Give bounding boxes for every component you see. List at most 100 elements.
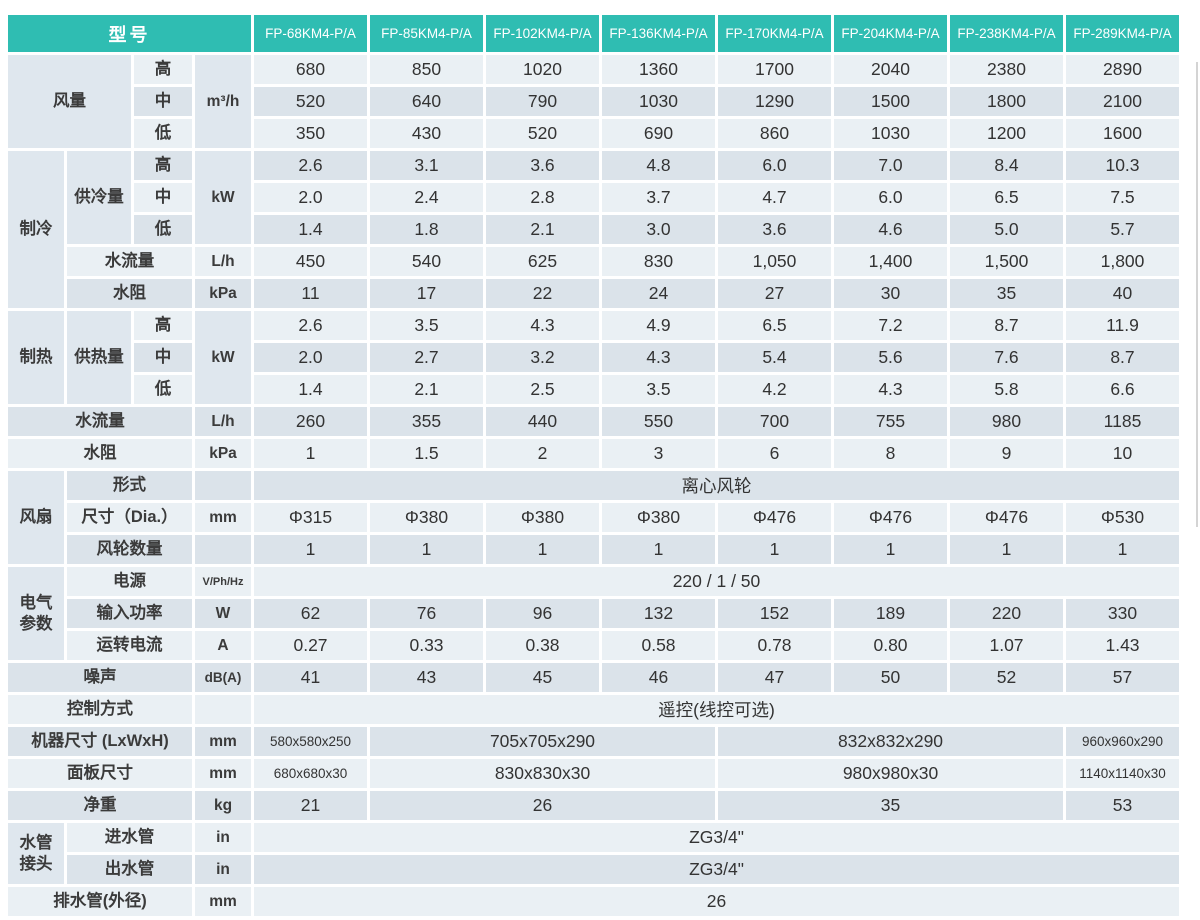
value-cell: 0.38: [486, 631, 599, 660]
row-label-cell: 电源: [67, 567, 192, 596]
value-cell: 26: [254, 887, 1179, 916]
value-cell: 5.0: [950, 215, 1063, 244]
value-cell: 1,500: [950, 247, 1063, 276]
value-cell: Φ380: [370, 503, 483, 532]
unit-cell: mm: [195, 727, 251, 756]
unit-cell: [195, 471, 251, 500]
row-label-cell: 水阻: [67, 279, 192, 308]
unit-cell: mm: [195, 503, 251, 532]
value-cell: 2.1: [370, 375, 483, 404]
unit-cell: mm: [195, 759, 251, 788]
value-cell: 520: [254, 87, 367, 116]
unit-cell: kW: [195, 311, 251, 404]
value-cell: 625: [486, 247, 599, 276]
table-row: 面板尺寸 mm 680x680x30 830x830x30 980x980x30 1140…: [8, 759, 1179, 788]
value-cell: 1,400: [834, 247, 947, 276]
group-label-cell: 风扇: [8, 471, 64, 564]
value-cell: 1: [718, 535, 831, 564]
model-header-row: 型号 FP-68KM4-P/A FP-85KM4-P/A FP-102KM4-P/A F…: [8, 15, 1179, 52]
value-cell: 8.7: [950, 311, 1063, 340]
table-row: 噪声 dB(A) 41 43 45 46 47 50 52 57: [8, 663, 1179, 692]
value-cell: 26: [370, 791, 715, 820]
model-column-header: FP-289KM4-P/A: [1066, 15, 1179, 52]
value-cell: 96: [486, 599, 599, 628]
table-row: 控制方式 遥控(线控可选): [8, 695, 1179, 724]
table-row: 中 2.0 2.4 2.8 3.7 4.7 6.0 6.5 7.5: [8, 183, 1179, 212]
row-label-cell: 水流量: [67, 247, 192, 276]
row-label-cell: 噪声: [8, 663, 192, 692]
table-row: 风扇 形式 离心风轮: [8, 471, 1179, 564]
group-label-cell: 供冷量: [67, 151, 131, 244]
unit-cell: dB(A): [195, 663, 251, 692]
value-cell: 53: [1066, 791, 1179, 820]
value-cell: 7.0: [834, 151, 947, 180]
value-cell: 540: [370, 247, 483, 276]
value-cell: 4.3: [602, 343, 715, 372]
table-row: 风轮数量 1 1 1 1 1 1 1 1: [8, 535, 1179, 564]
value-cell: 35: [950, 279, 1063, 308]
value-cell: 6.0: [718, 151, 831, 180]
table-row: 中 2.0 2.7 3.2 4.3 5.4 5.6 7.6 8.7: [8, 343, 1179, 372]
value-cell: 830: [602, 247, 715, 276]
value-cell: 220: [950, 599, 1063, 628]
value-cell: 830x830x30: [370, 759, 715, 788]
value-cell: 1: [254, 535, 367, 564]
unit-cell: in: [195, 855, 251, 884]
value-cell: 76: [370, 599, 483, 628]
spec-table-body: 风量高 m³/h 680 850 1020 1360 1700 2040 2380 2890 中 52…: [8, 55, 1179, 916]
value-cell: 960x960x290: [1066, 727, 1179, 756]
value-cell: 1.8: [370, 215, 483, 244]
unit-cell: kW: [195, 151, 251, 244]
table-row: 水阻 kPa 1 1.5 2 3 6 8 9 10: [8, 439, 1179, 468]
value-cell: 0.78: [718, 631, 831, 660]
value-cell: 0.33: [370, 631, 483, 660]
value-cell: Φ530: [1066, 503, 1179, 532]
value-cell: 2.0: [254, 343, 367, 372]
row-label-cell: 输入功率: [67, 599, 192, 628]
unit-cell: [195, 535, 251, 564]
value-cell: 遥控(线控可选): [254, 695, 1179, 724]
value-cell: 3.5: [602, 375, 715, 404]
value-cell: 35: [718, 791, 1063, 820]
value-cell: 980: [950, 407, 1063, 436]
value-cell: Φ380: [486, 503, 599, 532]
value-cell: 4.8: [602, 151, 715, 180]
value-cell: 4.9: [602, 311, 715, 340]
value-cell: 8: [834, 439, 947, 468]
value-cell: 9: [950, 439, 1063, 468]
value-cell: 832x832x290: [718, 727, 1063, 756]
value-cell: 17: [370, 279, 483, 308]
value-cell: 10.3: [1066, 151, 1179, 180]
table-row: 净重 kg 21 26 35 53: [8, 791, 1179, 820]
row-label-cell: 水流量: [8, 407, 192, 436]
value-cell: 132: [602, 599, 715, 628]
value-cell: 6.0: [834, 183, 947, 212]
value-cell: 7.2: [834, 311, 947, 340]
row-label-cell: 净重: [8, 791, 192, 820]
row-label-cell: 低: [134, 119, 192, 148]
value-cell: 260: [254, 407, 367, 436]
unit-cell: [195, 695, 251, 724]
row-label-cell: 形式: [67, 471, 192, 500]
value-cell: 755: [834, 407, 947, 436]
unit-cell: L/h: [195, 247, 251, 276]
value-cell: 3.0: [602, 215, 715, 244]
value-cell: 3.1: [370, 151, 483, 180]
table-row: 水流量 L/h 260 355 440 550 700 755 980 1185: [8, 407, 1179, 436]
value-cell: 1.4: [254, 215, 367, 244]
value-cell: 189: [834, 599, 947, 628]
value-cell: 2.0: [254, 183, 367, 212]
value-cell: 8.4: [950, 151, 1063, 180]
value-cell: 640: [370, 87, 483, 116]
table-row: 中 520 640 790 1030 1290 1500 1800 2100: [8, 87, 1179, 116]
value-cell: 2: [486, 439, 599, 468]
table-row: 出水管 in ZG3/4": [8, 855, 1179, 884]
table-row: 机器尺寸 (LxWxH) mm 580x580x250 705x705x290 832x…: [8, 727, 1179, 756]
page-edge-artifact: [1196, 62, 1198, 527]
value-cell: 45: [486, 663, 599, 692]
table-row: 制热 供热量高 kW 2.6 3.5 4.3 4.9 6.5 7.2 8.7 11.9: [8, 311, 1179, 404]
table-row: 低 1.4 2.1 2.5 3.5 4.2 4.3 5.8 6.6: [8, 375, 1179, 404]
value-cell: 1360: [602, 55, 715, 84]
value-cell: 450: [254, 247, 367, 276]
value-cell: 330: [1066, 599, 1179, 628]
